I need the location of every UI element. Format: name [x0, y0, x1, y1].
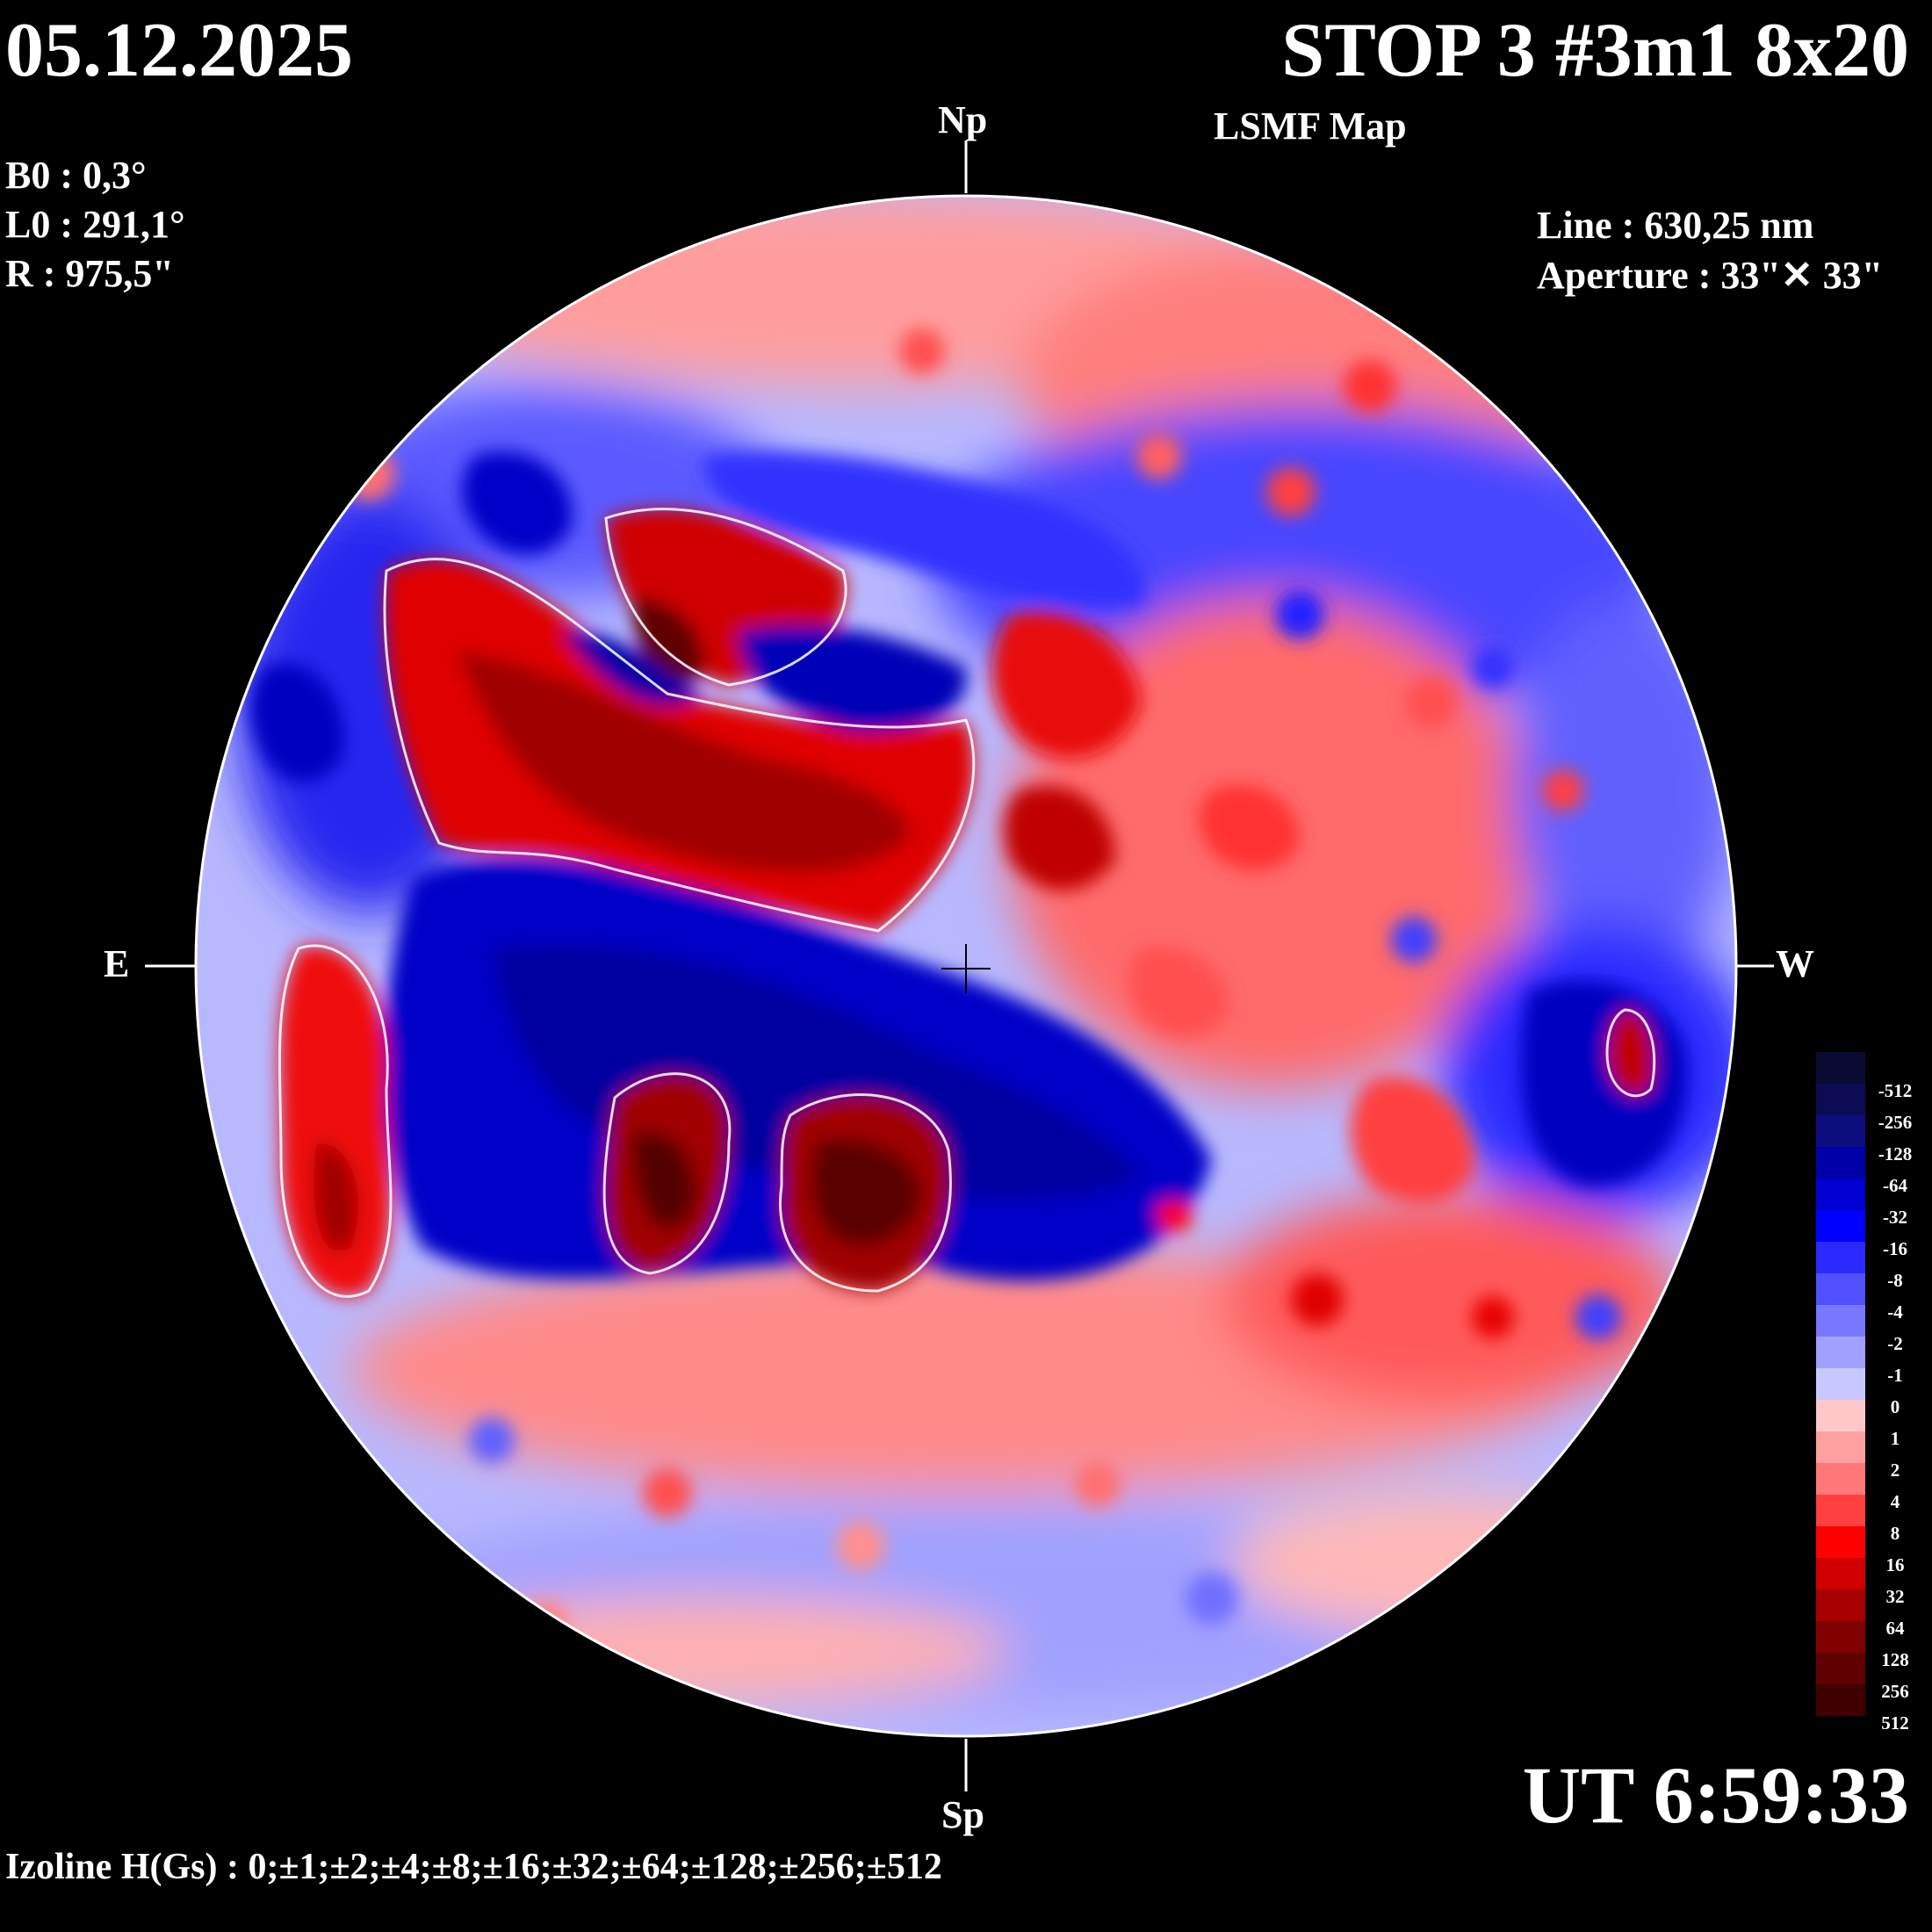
colorbar-label: 256 — [1881, 1681, 1909, 1702]
colorbar-swatch — [1816, 1179, 1865, 1210]
colorbar-swatch — [1816, 1305, 1865, 1337]
param-b0: B0 : 0,3° — [5, 154, 147, 197]
colorbar-swatch — [1816, 1273, 1865, 1305]
colorbar-swatch — [1816, 1463, 1865, 1495]
colorbar-swatch — [1816, 1052, 1865, 1084]
colorbar-label: 8 — [1890, 1523, 1900, 1544]
map-subtitle: LSMF Map — [1214, 105, 1407, 148]
spectral-line: Line : 630,25 nm — [1537, 204, 1814, 247]
param-l0: L0 : 291,1° — [5, 203, 185, 246]
west-label: W — [1776, 942, 1814, 985]
north-pole-label: Np — [938, 98, 988, 141]
colorbar-swatch — [1816, 1684, 1865, 1716]
aperture: Aperture : 33"✕ 33" — [1537, 254, 1884, 297]
colorbar-swatch — [1816, 1242, 1865, 1273]
south-pole-label: Sp — [941, 1793, 984, 1836]
param-radius: R : 975,5" — [5, 252, 174, 295]
colorbar-swatch — [1816, 1368, 1865, 1400]
colorbar-swatch — [1816, 1210, 1865, 1242]
colorbar-swatch — [1816, 1590, 1865, 1621]
colorbar-label: -16 — [1883, 1238, 1907, 1259]
colorbar-swatch — [1816, 1147, 1865, 1179]
izoline-levels: Izoline H(Gs) : 0;±1;±2;±4;±8;±16;±32;±6… — [5, 1847, 942, 1887]
colorbar-swatch — [1816, 1653, 1865, 1684]
colorbar-label: -64 — [1883, 1175, 1907, 1196]
observation-time: UT 6:59:33 — [1522, 1750, 1909, 1840]
center-crosshair — [941, 944, 991, 993]
colorbar-label: -256 — [1878, 1112, 1913, 1133]
colorbar-swatch — [1816, 1621, 1865, 1653]
colorbar-label: -4 — [1887, 1301, 1903, 1323]
colorbar-swatch — [1816, 1558, 1865, 1590]
colorbar-swatch — [1816, 1400, 1865, 1431]
colorbar-swatch — [1816, 1337, 1865, 1368]
colorbar-label: 4 — [1890, 1491, 1900, 1512]
colorbar-label: 2 — [1890, 1460, 1900, 1481]
colorbar-label: 1 — [1890, 1428, 1900, 1449]
colorbar-label: -512 — [1878, 1080, 1913, 1101]
colorbar-label: 16 — [1885, 1554, 1905, 1575]
colorbar-label: -2 — [1887, 1333, 1903, 1354]
colorbar-label: 128 — [1881, 1649, 1909, 1670]
colorbar-swatch — [1816, 1526, 1865, 1558]
colorbar-legend — [1816, 1052, 1865, 1716]
colorbar-swatch — [1816, 1084, 1865, 1115]
colorbar-label: 0 — [1890, 1396, 1900, 1417]
east-label: E — [104, 942, 130, 985]
observation-date: 05.12.2025 — [5, 8, 353, 93]
colorbar-label: -1 — [1887, 1365, 1903, 1386]
colorbar-label: 512 — [1881, 1712, 1909, 1734]
colorbar-label: 32 — [1885, 1586, 1905, 1607]
colorbar-label: -128 — [1878, 1143, 1913, 1164]
map-title: STOP 3 #3m1 8x20 — [1281, 8, 1909, 93]
colorbar-label: -32 — [1883, 1207, 1907, 1228]
colorbar-swatch — [1816, 1495, 1865, 1526]
colorbar-swatch — [1816, 1115, 1865, 1147]
colorbar-label: -8 — [1887, 1270, 1903, 1291]
colorbar-swatch — [1816, 1431, 1865, 1463]
colorbar-label: 64 — [1885, 1618, 1905, 1639]
